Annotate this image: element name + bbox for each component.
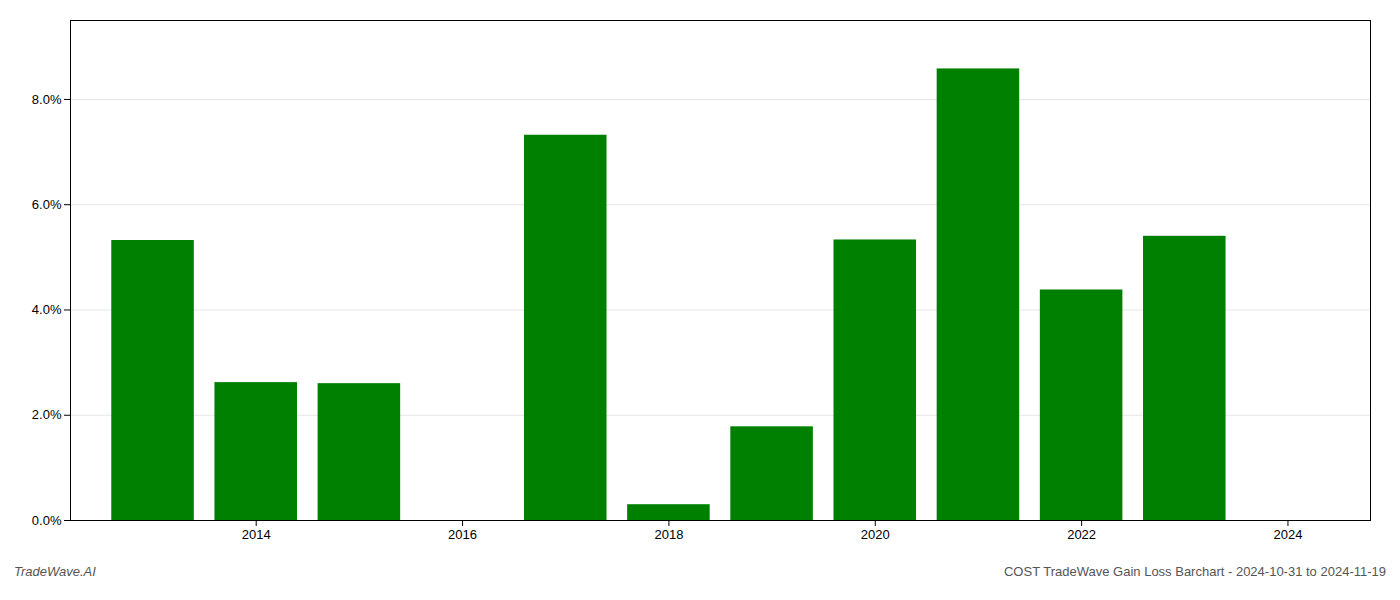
svg-text:2018: 2018 (654, 527, 683, 542)
svg-text:0.0%: 0.0% (32, 513, 62, 528)
svg-text:2014: 2014 (242, 527, 271, 542)
svg-text:2016: 2016 (448, 527, 477, 542)
svg-text:2022: 2022 (1067, 527, 1096, 542)
svg-text:2020: 2020 (861, 527, 890, 542)
svg-text:4.0%: 4.0% (32, 302, 62, 317)
html-text:COST TradeWave Gain Loss Barch: COST TradeWave Gain Loss Barchart - 2024… (1004, 564, 1386, 579)
svg-text:2024: 2024 (1273, 527, 1302, 542)
svg-text:8.0%: 8.0% (32, 92, 62, 107)
svg-text:6.0%: 6.0% (32, 197, 62, 212)
svg-text:2.0%: 2.0% (32, 407, 62, 422)
html-text:TradeWave.AI: TradeWave.AI (14, 564, 96, 579)
